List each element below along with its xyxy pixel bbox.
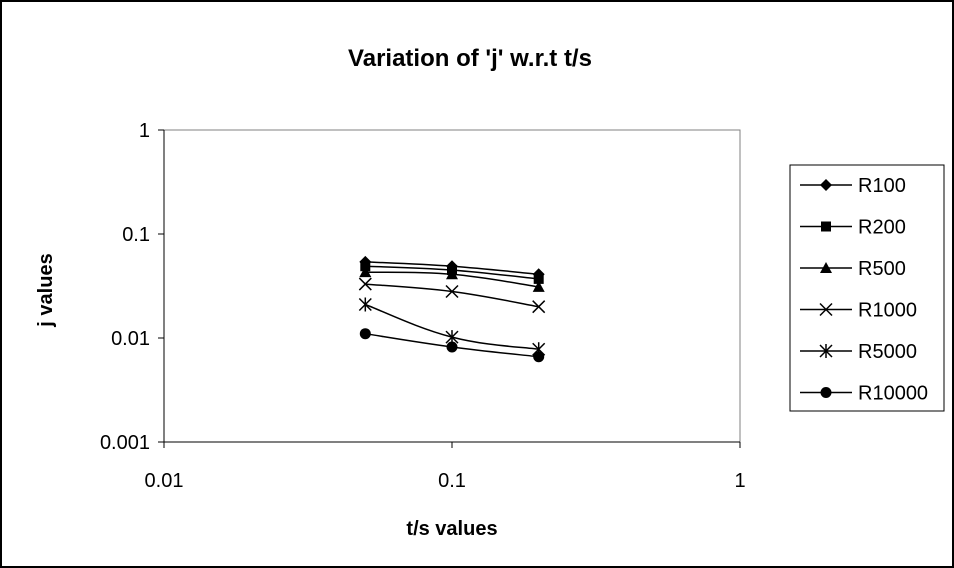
series-r10000 — [359, 328, 545, 363]
data-point — [532, 280, 545, 292]
data-point — [532, 300, 546, 314]
legend: R100 R200 R500 R1000 R5000 R10000 — [789, 164, 945, 412]
legend-marker — [820, 387, 832, 398]
legend-item-r100: R100 — [800, 175, 906, 197]
legend-label: R100 — [858, 175, 906, 197]
legend-label: R10000 — [858, 383, 928, 405]
legend-marker — [821, 221, 831, 232]
legend-marker — [820, 262, 832, 273]
data-point — [533, 351, 545, 363]
x-axis: 0.01 0.1 1 — [145, 441, 746, 492]
legend-marker — [820, 179, 832, 191]
legend-label: R5000 — [858, 341, 917, 363]
chart-title: Variation of 'j' w.r.t t/s — [348, 45, 592, 72]
legend-label: R1000 — [858, 300, 917, 322]
data-point — [446, 268, 458, 280]
x-axis-label: t/s values — [406, 518, 497, 540]
series-r500 — [359, 266, 545, 292]
series-r1000 — [358, 277, 546, 314]
legend-item-r10000: R10000 — [800, 383, 928, 405]
legend-item-r500: R500 — [800, 258, 906, 280]
data-point — [358, 297, 372, 312]
y-tick-label: 1 — [139, 120, 150, 142]
y-tick-label: 0.1 — [122, 224, 150, 246]
data-point — [445, 284, 459, 299]
legend-item-r5000: R5000 — [800, 341, 917, 363]
data-point — [446, 341, 458, 353]
x-tick-label: 0.01 — [145, 470, 184, 492]
legend-label: R500 — [858, 258, 906, 280]
y-tick-label: 0.001 — [100, 432, 150, 454]
legend-box — [789, 164, 945, 412]
data-point — [533, 273, 544, 284]
plot-area — [163, 129, 741, 443]
y-axis-label: j values — [35, 253, 57, 327]
data-point — [359, 266, 372, 278]
data-point — [359, 328, 371, 340]
x-tick-label: 0.1 — [438, 470, 466, 492]
series-layer — [358, 255, 546, 363]
y-tick-label: 0.01 — [111, 328, 150, 350]
legend-item-r1000: R1000 — [800, 300, 917, 322]
legend-label: R200 — [858, 217, 906, 239]
y-axis: 0.001 0.01 0.1 1 — [100, 120, 165, 454]
legend-marker — [819, 302, 833, 317]
legend-marker — [819, 344, 833, 358]
data-point — [358, 277, 372, 291]
x-tick-label: 1 — [734, 470, 745, 492]
legend-item-r200: R200 — [800, 217, 906, 239]
